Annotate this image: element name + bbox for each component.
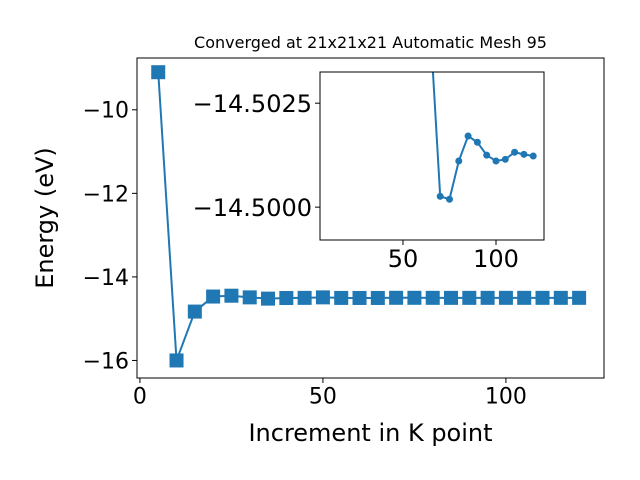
marker: [242, 290, 257, 305]
marker: [279, 291, 294, 305]
marker: [297, 290, 312, 305]
marker: [352, 290, 367, 305]
marker: [464, 132, 472, 140]
x-tick-label: 50: [309, 385, 337, 410]
marker: [261, 291, 276, 306]
marker: [517, 290, 532, 305]
marker: [407, 290, 422, 305]
x-tick-label: 0: [133, 385, 147, 410]
axes-frame: [319, 71, 545, 241]
marker: [462, 290, 477, 305]
marker: [151, 65, 166, 80]
marker: [444, 290, 459, 305]
marker: [455, 157, 463, 165]
marker: [473, 138, 481, 146]
y-tick-label: −12: [83, 182, 129, 207]
y-tick-label: −14: [83, 266, 129, 291]
marker: [498, 290, 513, 305]
marker: [501, 155, 509, 163]
marker: [389, 290, 404, 305]
y-tick-label: −10: [83, 99, 129, 124]
axes-frame: [136, 57, 605, 379]
chart-title: Converged at 21x21x21 Automatic Mesh 95: [194, 33, 547, 52]
marker: [315, 290, 330, 305]
marker: [572, 290, 587, 305]
marker: [480, 290, 495, 305]
marker: [535, 290, 550, 305]
marker: [436, 192, 444, 200]
plot-area: [320, 72, 544, 240]
marker: [445, 195, 453, 203]
marker: [187, 304, 202, 319]
x-axis-label: Increment in K point: [248, 419, 492, 447]
marker: [334, 290, 349, 305]
marker: [529, 152, 537, 160]
x-tick-label: 50: [388, 245, 419, 273]
marker: [511, 148, 519, 156]
y-tick-label: −16: [83, 349, 129, 374]
plot-clip: [431, 72, 537, 203]
marker: [224, 288, 239, 303]
marker: [425, 290, 440, 305]
marker: [206, 289, 221, 304]
marker: [169, 353, 184, 368]
marker: [483, 151, 491, 159]
marker: [370, 290, 385, 305]
x-tick-label: 100: [485, 385, 527, 410]
y-axis-label: Energy (eV): [31, 147, 59, 289]
y-tick-label: −14.5025: [193, 90, 312, 118]
marker: [520, 150, 528, 158]
x-tick-label: 100: [473, 245, 519, 273]
marker: [553, 290, 568, 305]
plot-clip: [151, 65, 587, 368]
y-tick-label: −14.5000: [193, 194, 312, 222]
marker: [492, 157, 500, 165]
